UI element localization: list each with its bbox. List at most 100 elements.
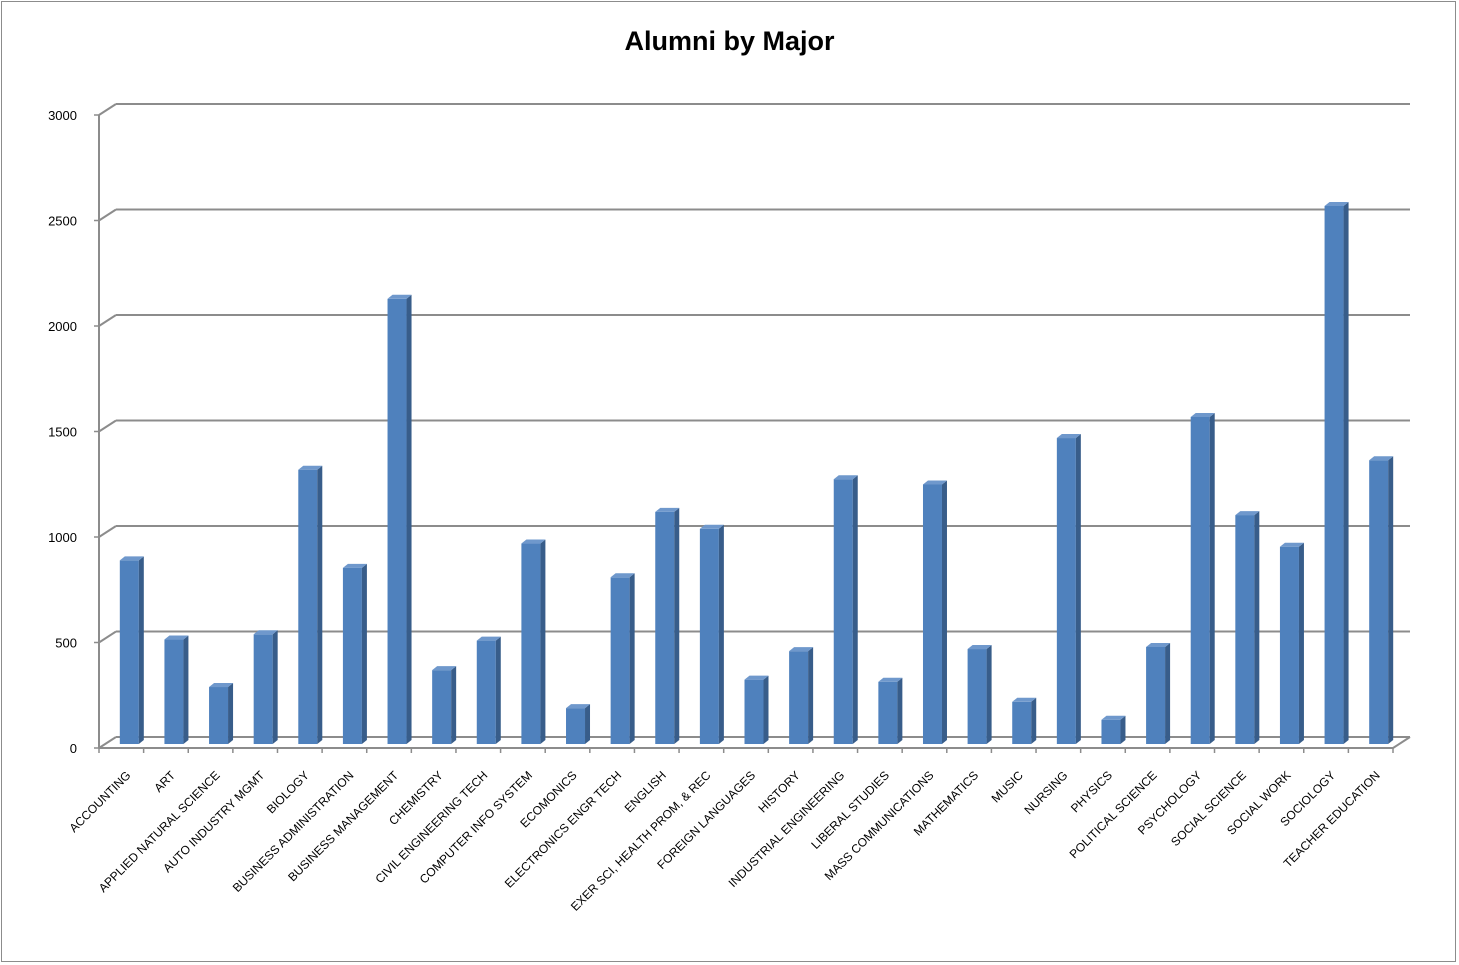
bar-top (699, 524, 724, 529)
chart-title: Alumni by Major (624, 26, 835, 56)
bar-top (1012, 697, 1037, 702)
bar-top (878, 677, 903, 682)
bar-side (897, 677, 903, 744)
bar-side (1343, 201, 1349, 744)
bar (922, 480, 947, 744)
bar-side (1165, 642, 1171, 744)
bar-top (655, 507, 680, 512)
bar-side (674, 507, 680, 744)
bar-top (432, 666, 457, 671)
bar (1235, 511, 1260, 744)
bar (1101, 715, 1126, 744)
bar (655, 507, 680, 744)
bar-top (164, 635, 189, 640)
grid-slant (98, 736, 117, 749)
bar-top (119, 556, 144, 561)
bar (521, 539, 546, 744)
bar-front (298, 469, 318, 744)
bar-front (521, 543, 541, 744)
bar-side (718, 524, 724, 744)
bar-front (1190, 416, 1210, 744)
bar-front (342, 567, 362, 744)
bar (253, 630, 278, 744)
bar-top (1235, 511, 1260, 516)
bar-top (1369, 456, 1394, 461)
bar (878, 677, 903, 744)
bar-top (967, 645, 992, 650)
x-tick-label: HISTORY (755, 768, 802, 815)
bar-side (451, 666, 457, 744)
bar-side (1120, 715, 1126, 744)
bar-front (209, 687, 229, 744)
bar-top (1146, 642, 1171, 647)
bar-front (432, 670, 452, 744)
bar-top (387, 294, 412, 299)
x-tick-label: NURSING (1021, 768, 1070, 817)
x-tick-label: POLITICAL SCIENCE (1067, 768, 1160, 861)
bar-top (610, 573, 635, 578)
bar (789, 647, 814, 744)
grid-slant (98, 525, 117, 538)
bar-top (298, 465, 323, 470)
bar-top (1190, 412, 1215, 417)
bar-front (1056, 438, 1076, 744)
y-tick-label: 0 (70, 741, 77, 756)
bar (610, 573, 635, 744)
y-tick-label: 1000 (48, 530, 77, 545)
bar-front (1369, 460, 1389, 744)
bar (209, 683, 234, 744)
bar-side (1254, 511, 1260, 744)
bar (298, 465, 323, 744)
bar-side (1298, 542, 1304, 744)
bar-side (272, 630, 278, 744)
y-tick-label: 2000 (48, 319, 77, 334)
bar-side (1031, 697, 1037, 744)
bar-top (1056, 434, 1081, 439)
x-tick-label: LIBERAL STUDIES (808, 768, 892, 852)
bar-side (183, 635, 189, 744)
bar-front (922, 484, 942, 744)
x-tick-label: PHYSICS (1068, 768, 1115, 815)
x-tick-label: MUSIC (989, 768, 1026, 805)
y-tick-label: 1500 (48, 425, 77, 440)
bar-front (476, 640, 496, 744)
bar-top (744, 675, 769, 680)
x-tick-label: ENGLISH (622, 768, 669, 815)
grid-slant (98, 103, 117, 116)
bar (699, 524, 724, 744)
x-tick-label: ART (151, 768, 178, 795)
bar-front (878, 681, 898, 744)
bar-front (566, 708, 586, 744)
bar-side (540, 539, 546, 744)
bar-top (789, 647, 814, 652)
bar-top (1279, 542, 1304, 547)
bar-front (1146, 646, 1166, 744)
bar (967, 645, 992, 744)
bar (342, 563, 367, 744)
x-tick-label: ACCOUNTING (66, 768, 133, 835)
bar-top (1324, 201, 1349, 206)
bar-side (1075, 434, 1081, 744)
floor-edge (1392, 736, 1411, 749)
bar-top (1101, 715, 1126, 720)
bar-front (1279, 546, 1299, 744)
bar (164, 635, 189, 744)
bar (1324, 201, 1349, 744)
bar-front (164, 639, 184, 744)
bar-side (852, 475, 858, 744)
axes: 0 500 1000 1500 2000 2500 3000 (48, 108, 1411, 756)
bar (566, 704, 591, 744)
bar-top (521, 539, 546, 544)
bar-top (253, 630, 278, 635)
bar-side (585, 704, 591, 744)
bar-front (387, 298, 407, 744)
bar-side (317, 465, 323, 744)
grid-slant (98, 630, 117, 644)
bar-side (1209, 412, 1215, 744)
bar (119, 556, 144, 744)
y-tick-label: 2500 (48, 214, 77, 229)
bar (1056, 434, 1081, 744)
bar-front (1101, 719, 1121, 744)
